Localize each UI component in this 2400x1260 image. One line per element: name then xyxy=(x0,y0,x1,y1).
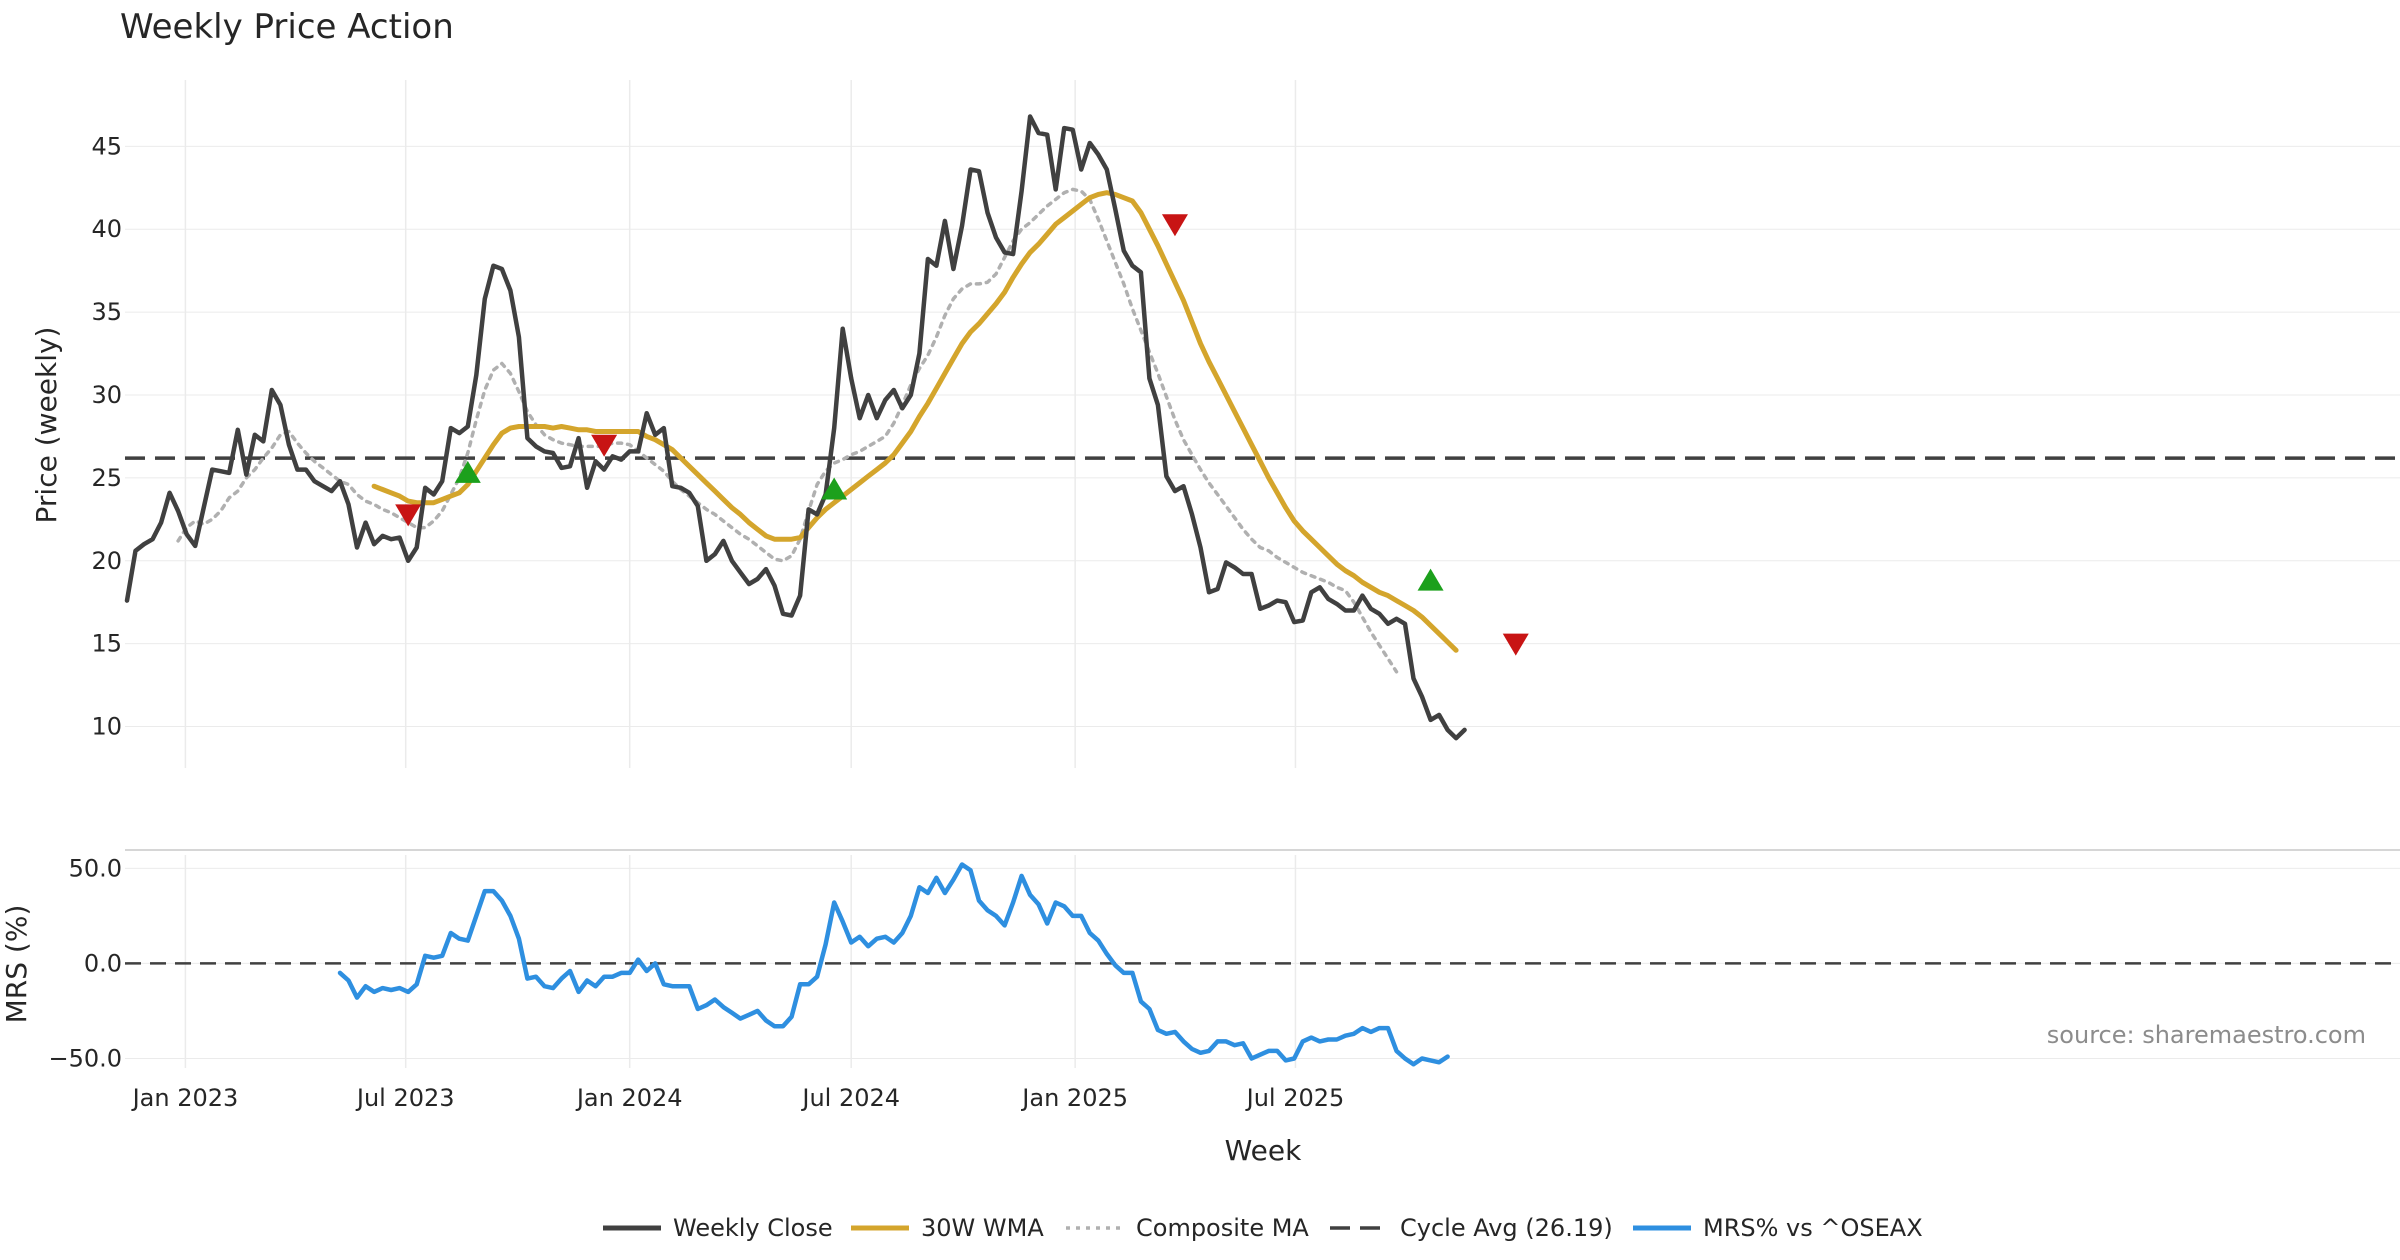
chart-legend: Weekly Close 30W WMA Composite MA Cycle Avg… xyxy=(603,1214,1923,1242)
x-tick-label: Jan 2025 xyxy=(1020,1084,1128,1112)
mrs-axis-title: MRS (%) xyxy=(0,905,33,1024)
price-y-tick-label: 30 xyxy=(91,381,122,409)
legend-item: Weekly Close xyxy=(603,1214,833,1242)
signal-markers xyxy=(395,214,1529,656)
price-y-tick-label: 20 xyxy=(91,547,122,575)
sell-signal-marker xyxy=(395,504,422,527)
price-axis-title: Price (weekly) xyxy=(30,327,63,524)
price-y-tick-label: 40 xyxy=(91,215,122,243)
price-y-tick-label: 45 xyxy=(91,132,122,160)
price-y-tick-label: 15 xyxy=(91,630,122,658)
mrs-line xyxy=(337,862,1450,1067)
legend-label: Composite MA xyxy=(1136,1214,1309,1242)
buy-signal-marker xyxy=(821,477,848,500)
x-tick-label: Jul 2025 xyxy=(1245,1084,1345,1112)
mrs-series xyxy=(337,862,1450,1067)
week-x-axis: Jan 2023 Jul 2023 Jan 2024 Jul 2024 Jan 2025… xyxy=(131,1084,1345,1112)
price-y-axis: 10 15 20 25 30 35 40 45 xyxy=(91,132,122,740)
x-tick-label: Jan 2024 xyxy=(575,1084,683,1112)
sell-signal-marker xyxy=(1161,214,1188,237)
price-series xyxy=(124,114,1467,741)
x-tick-label: Jan 2023 xyxy=(131,1084,239,1112)
chart-title: Weekly Price Action xyxy=(120,7,454,47)
mrs-y-tick-label: 50.0 xyxy=(69,854,122,882)
sell-signal-marker xyxy=(591,434,618,457)
mrs-y-tick-label: −50.0 xyxy=(48,1044,122,1072)
price-y-tick-label: 35 xyxy=(91,298,122,326)
weekly-close-line xyxy=(124,114,1467,741)
wma-30w-line xyxy=(371,190,1459,653)
mrs-y-tick-label: 0.0 xyxy=(84,949,122,977)
sell-signal-marker xyxy=(1502,633,1529,656)
price-panel-grid xyxy=(125,80,2400,768)
x-tick-label: Jul 2023 xyxy=(355,1084,455,1112)
mrs-y-axis: 50.0 0.0 −50.0 xyxy=(48,854,122,1072)
legend-label: 30W WMA xyxy=(921,1214,1044,1242)
price-y-tick-label: 10 xyxy=(91,713,122,741)
legend-item: Cycle Avg (26.19) xyxy=(1330,1214,1613,1242)
legend-item: Composite MA xyxy=(1066,1214,1309,1242)
legend-label: MRS% vs ^OSEAX xyxy=(1703,1214,1923,1242)
legend-item: 30W WMA xyxy=(851,1214,1044,1242)
legend-label: Weekly Close xyxy=(673,1214,833,1242)
source-label: source: sharemaestro.com xyxy=(2047,1021,2366,1049)
x-tick-label: Jul 2024 xyxy=(800,1084,900,1112)
legend-label: Cycle Avg (26.19) xyxy=(1400,1214,1613,1242)
buy-signal-marker xyxy=(1417,568,1444,591)
buy-signal-marker xyxy=(454,460,481,483)
composite-ma-line xyxy=(176,187,1399,674)
price-y-tick-label: 25 xyxy=(91,464,122,492)
x-axis-title: Week xyxy=(1225,1134,1302,1167)
legend-item: MRS% vs ^OSEAX xyxy=(1633,1214,1923,1242)
